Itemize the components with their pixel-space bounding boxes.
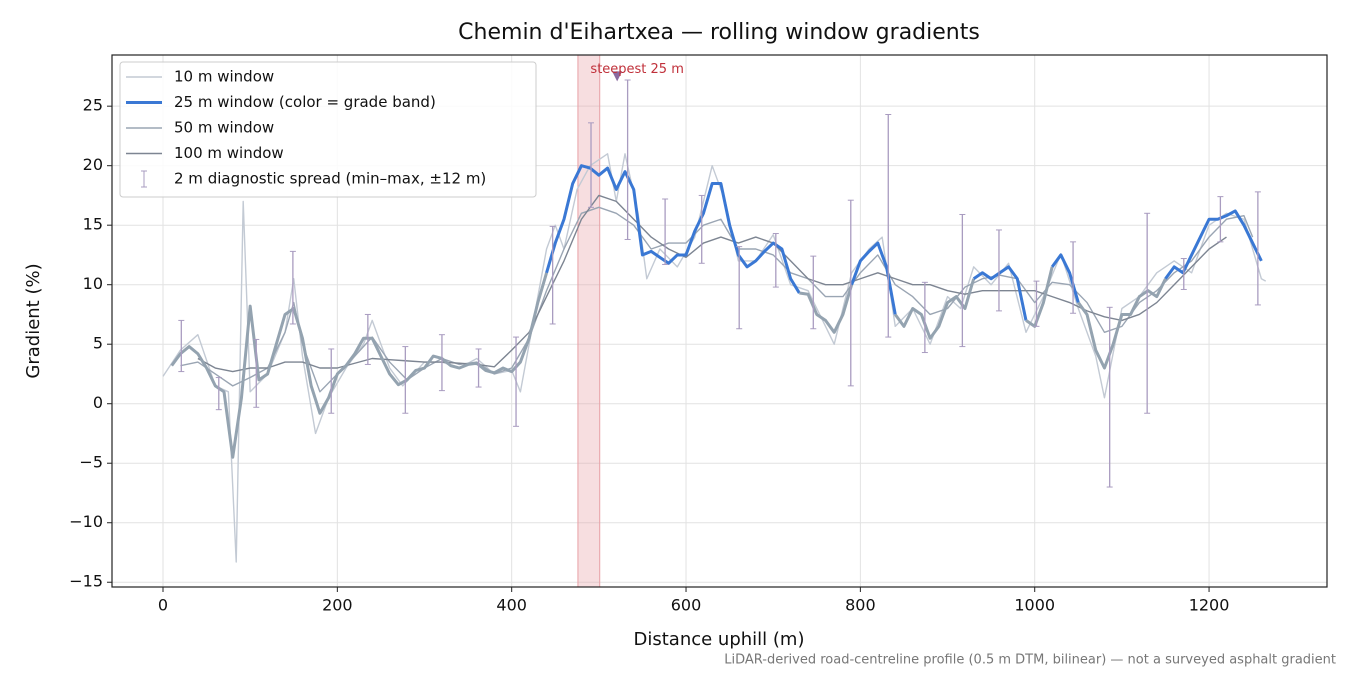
error-bar [513,336,520,427]
y-tick-label: −15 [69,572,103,591]
error-bar [847,199,854,387]
error-bar [289,250,296,325]
error-bar [438,334,445,392]
line [162,153,1267,563]
error-bar [178,319,185,373]
footnote: LiDAR-derived road-centreline profile (0… [724,653,1336,668]
line [197,194,1227,373]
error-bar [253,338,260,408]
error-bar [1217,196,1224,243]
error-bar [1070,241,1077,314]
legend-label: 50 m window [174,119,274,137]
y-tick-label: 25 [83,96,103,115]
y-tick-label: 5 [93,334,103,353]
chart-title: Chemin d'Eihartxea — rolling window grad… [458,20,980,45]
y-tick-label: 20 [83,155,103,174]
legend-label: 100 m window [174,144,284,162]
line [799,284,854,334]
error-bar [698,194,705,264]
x-tick-label: 600 [671,596,702,615]
line [1025,266,1054,328]
legend-label: 2 m diagnostic spread (min–max, ±12 m) [174,170,486,188]
error-bar [921,281,928,354]
x-tick-label: 1200 [1189,596,1230,615]
x-tick-label: 0 [158,596,168,615]
y-axis-label: Gradient (%) [23,263,44,378]
y-tick-label: −5 [79,453,103,472]
error-bar [772,233,779,288]
error-bar [959,213,966,348]
highlight-band [577,54,601,588]
legend-label: 25 m window (color = grade band) [174,93,436,111]
y-tick-label: 0 [93,393,103,412]
line [972,265,1028,321]
steepest-marker [612,71,623,82]
error-bar [402,346,409,414]
error-bar [1180,258,1187,290]
x-axis-label: Distance uphill (m) [634,629,805,650]
line [1164,209,1263,280]
legend: 10 m window 25 m window (color = grade ba… [119,61,537,198]
error-bar [995,229,1002,312]
error-bar [885,114,892,338]
line [894,278,976,340]
x-tick-label: 400 [496,596,527,615]
x-tick-label: 800 [845,596,876,615]
error-bar [810,255,817,330]
line [545,164,801,294]
error-bar [364,313,371,365]
error-bar [736,246,743,330]
y-tick-label: −10 [69,512,103,531]
error-bar [1033,280,1040,327]
error-bar [1144,212,1151,414]
legend-label: 10 m window [174,68,274,86]
error-bar [1254,191,1261,306]
y-tick-label: 10 [83,274,103,293]
annotation: steepest 25 m [590,62,683,77]
error-bar [624,79,631,240]
error-bar [1106,306,1113,488]
error-bar [328,348,335,414]
error-bar [549,225,556,325]
y-tick-label: 15 [83,215,103,234]
x-tick-label: 1000 [1014,596,1055,615]
line [1077,278,1167,370]
plot-frame [111,54,1328,588]
error-bar [588,122,595,208]
error-bar [215,377,222,411]
line [1050,253,1080,303]
error-bar [475,348,482,388]
x-tick-label: 200 [322,596,353,615]
line [170,272,548,459]
error-bar [662,198,669,265]
legend-box [119,61,537,198]
